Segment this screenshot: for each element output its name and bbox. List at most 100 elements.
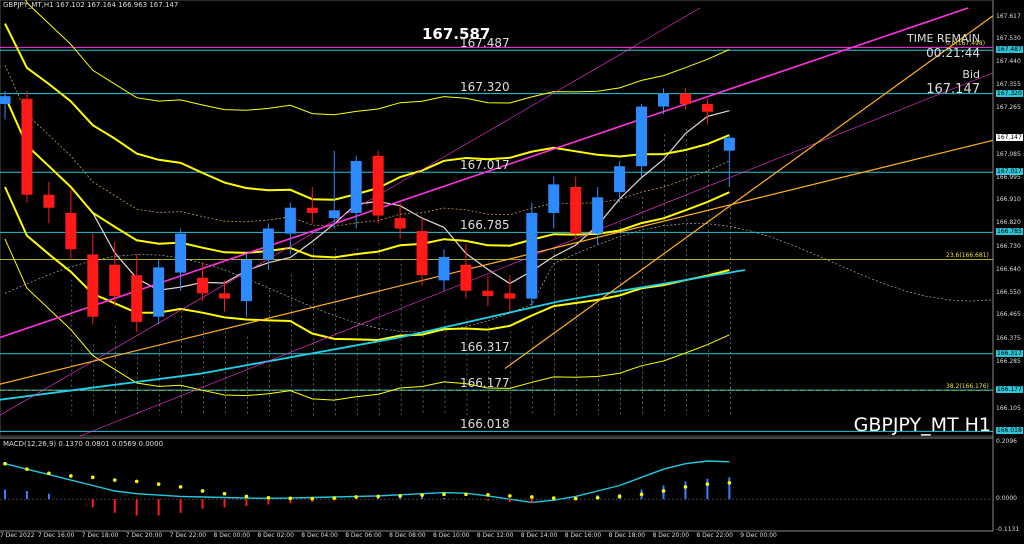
price-tick-label: 167.617 (996, 12, 1021, 20)
macd-signal-dot (530, 495, 534, 499)
candle-bear (570, 186, 582, 234)
macd-signal-dot (134, 479, 139, 484)
ichimoku-cloud (4, 129, 993, 416)
macd-signal-dot (244, 494, 249, 499)
price-tick-label: 167.085 (996, 150, 1021, 158)
candle-bull (438, 257, 450, 281)
price-tick-label: 166.785 (996, 228, 1023, 236)
time-tick-label: 8 Dec 04:00 (301, 532, 338, 539)
fibo-label: 38.2(166.176) (946, 383, 989, 391)
time-tick-label: 8 Dec 16:00 (564, 532, 602, 539)
macd-panel (0, 461, 993, 516)
candle-bear (372, 155, 384, 216)
time-tick-label: 8 Dec 18:00 (608, 532, 646, 539)
candle-bear (394, 218, 406, 229)
chart-header-info: GBPJPY_MT,H1 167.102 167.164 166.963 167… (3, 1, 179, 9)
macd-signal-dot (178, 485, 183, 489)
ma-fast-line (4, 95, 730, 291)
fan-line-2 (504, 15, 994, 370)
candle-bull (350, 161, 362, 213)
macd-signal-dot (156, 482, 161, 486)
candle-bull (284, 207, 296, 234)
price-tick-label: 167.355 (996, 80, 1021, 88)
macd-signal-dot (464, 492, 468, 497)
candlesticks (0, 88, 735, 333)
price-tick-label: 166.730 (996, 242, 1021, 250)
level-label: 166.785 (460, 218, 510, 233)
macd-signal-dot (508, 494, 512, 498)
candle-bear (65, 212, 77, 250)
fibo-label: 0.0(167.498) (946, 40, 986, 48)
envelope-upper-line (25, 0, 730, 116)
macd-signal-dot (69, 474, 73, 478)
time-tick-label: 7 Dec 22:00 (169, 532, 207, 539)
candle-bear (482, 290, 494, 296)
trend-channel-main (0, 7, 969, 339)
ma-slow-dotted (4, 64, 730, 227)
fibo-label: 23.6(166.681) (946, 252, 989, 260)
macd-signal-dot (332, 496, 337, 500)
level-label: 167.017 (460, 158, 510, 173)
fan-line-1 (0, 139, 994, 385)
price-tick-label: 166.550 (996, 289, 1021, 297)
macd-tick-label: 0.2096 (996, 438, 1017, 445)
level-label: 167.487 (460, 36, 510, 51)
time-tick-label: 8 Dec 10:00 (433, 532, 470, 539)
macd-signal-dot (91, 475, 95, 480)
macd-signal-dot (639, 492, 644, 497)
macd-signal-dot (266, 495, 271, 500)
macd-signal-dot (398, 494, 402, 498)
time-remain-value: 00:21:44 (926, 46, 980, 60)
bid-value: 167.147 (926, 82, 980, 97)
high-price-label: 167.587 (422, 25, 491, 43)
macd-signal-dot (25, 467, 29, 471)
chart-grid (0, 0, 994, 532)
time-tick-label: 7 Dec 16:00 (37, 532, 75, 539)
time-tick-label: 8 Dec 02:00 (257, 532, 294, 539)
candle-bear (504, 293, 516, 299)
macd-signal-dot (3, 461, 7, 466)
envelope-lower-line (4, 238, 730, 401)
bollinger-lower-line (4, 186, 730, 342)
candle-bull (240, 259, 252, 302)
price-tick-label: 167.320 (996, 89, 1023, 97)
level-label: 167.320 (460, 79, 510, 94)
time-tick-label: 8 Dec 12:00 (476, 532, 514, 539)
time-tick-label: 8 Dec 08:00 (389, 532, 426, 539)
price-tick-label: 166.375 (996, 334, 1021, 342)
price-tick-label: 166.640 (996, 265, 1021, 273)
macd-signal-dot (442, 492, 446, 497)
time-tick-label: 8 Dec 14:00 (520, 532, 558, 539)
candle-bull (548, 184, 560, 213)
time-tick-label: 8 Dec 00:00 (213, 532, 251, 539)
macd-signal-dot (420, 493, 424, 497)
macd-signal-dot (310, 496, 315, 501)
macd-signal-dot (376, 494, 380, 499)
macd-signal-dot (573, 496, 578, 501)
candle-bull (614, 166, 626, 193)
time-tick-label: 8 Dec 22:00 (696, 532, 733, 539)
macd-tick-label: 0.0000 (996, 495, 1017, 503)
time-tick-label: 7 Dec 2022 (0, 532, 35, 539)
trend-channel-upper (0, 7, 701, 416)
candle-bull (175, 233, 187, 273)
candle-bear (109, 264, 121, 296)
candle-bull (658, 93, 669, 107)
macd-signal-dot (683, 485, 688, 489)
bollinger-upper-line (4, 23, 730, 201)
price-tick-label: 167.147 (996, 134, 1023, 142)
price-tick-label: 166.317 (996, 349, 1023, 357)
level-label: 166.317 (460, 339, 510, 354)
price-tick-label: 167.440 (996, 58, 1021, 66)
horizontal-levels (0, 46, 993, 432)
price-tick-label: 166.820 (996, 219, 1021, 227)
macd-line (4, 460, 730, 504)
price-tick-label: 166.910 (996, 195, 1021, 203)
macd-signal-dot (551, 496, 556, 500)
candle-bull (328, 210, 340, 219)
macd-signal-dot (617, 494, 622, 499)
candle-bull (0, 96, 11, 104)
candle-bear (416, 231, 428, 276)
time-tick-label: 7 Dec 20:00 (125, 532, 163, 539)
